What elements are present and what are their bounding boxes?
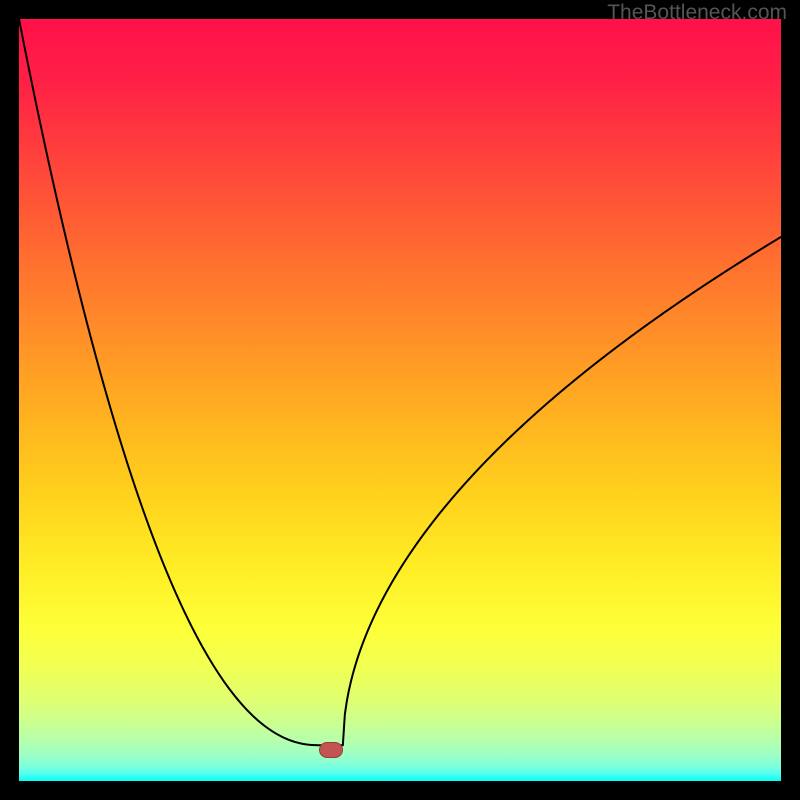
watermark-text: TheBottleneck.com (607, 1, 787, 25)
bottleneck-curve-chart (19, 19, 781, 781)
chart-background (19, 19, 781, 781)
plot-area (19, 19, 781, 781)
optimum-marker (319, 742, 343, 758)
